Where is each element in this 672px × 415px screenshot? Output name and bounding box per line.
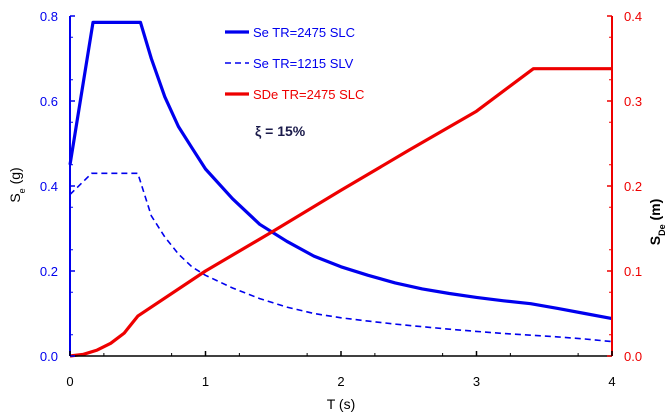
y-right-tick-label: 0.1 [624,264,642,279]
x-tick-label: 2 [337,374,344,389]
legend-label-2: Se TR=1215 SLV [253,56,354,71]
x-tick-label: 1 [202,374,209,389]
y-axis-left-label-unit: (g) [7,167,23,188]
y-axis-left-label-sub: e [17,188,27,193]
legend-label-3: SDe TR=2475 SLC [253,87,364,102]
series-line-1 [68,20,613,321]
y-right-tick-label: 0.3 [624,94,642,109]
x-tick-label: 3 [473,374,480,389]
y-left-tick-label: 0.6 [40,94,58,109]
x-tick-label: 4 [608,374,615,389]
y-axis-right-label-main: S [647,236,663,245]
series-layer [68,20,613,358]
y-right-tick-label: 0.4 [624,9,642,24]
damping-annotation: ξ = 15% [255,123,306,139]
y-axis-right-label: SDe (m) [647,199,667,246]
y-axis-left-label: Se (g) [7,167,27,202]
y-left-tick-label: 0.2 [40,264,58,279]
y-right-tick-label: 0.0 [624,349,642,364]
legend-label-1: Se TR=2475 SLC [253,25,355,40]
x-tick-label: 0 [66,374,73,389]
y-right-tick-label: 0.2 [624,179,642,194]
axes-layer: 0.0 0.2 0.4 0.6 0.8 0.0 0.1 0.2 0.3 0.4 0 1 2 3 4 [40,9,642,389]
series-line-3 [69,67,612,358]
y-left-tick-label: 0.0 [40,349,58,364]
y-axis-right-label-sub: De [657,224,667,236]
series-line-2 [69,172,613,343]
x-axis-label: T (s) [327,396,356,412]
legend: Se TR=2475 SLC Se TR=1215 SLV SDe TR=2475 … [225,25,364,102]
y-axis-right-label-unit: (m) [647,199,663,225]
y-axis-left-label-main: S [7,193,23,202]
y-left-tick-label: 0.8 [40,9,58,24]
y-left-tick-label: 0.4 [40,179,58,194]
